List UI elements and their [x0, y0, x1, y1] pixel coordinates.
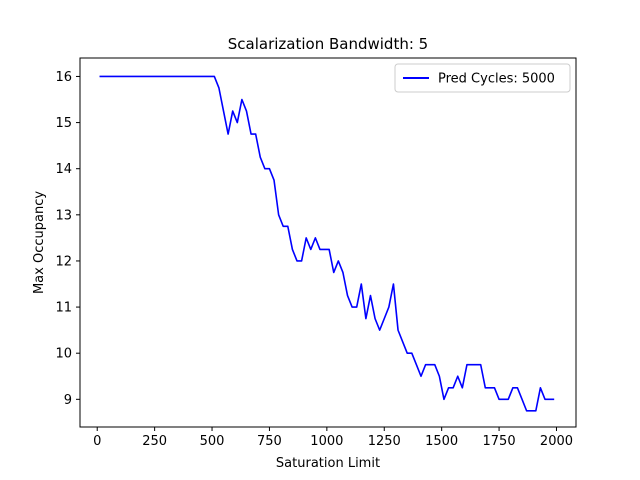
legend-box	[394, 63, 571, 93]
plot-area	[79, 57, 577, 428]
y-tick-label: 15	[55, 116, 72, 131]
y-tick-label: 13	[55, 208, 72, 223]
y-tick-label: 10	[55, 347, 72, 362]
y-tick-label: 16	[55, 70, 72, 85]
y-tick-label: 14	[55, 162, 72, 177]
y-axis-label: Max Occupancy	[32, 191, 47, 294]
legend-label: Pred Cycles: 5000	[438, 72, 555, 87]
y-tick-label: 11	[55, 301, 72, 316]
y-tick-label: 9	[64, 393, 72, 408]
x-tick-label: 250	[142, 434, 167, 449]
x-tick-label: 1500	[425, 434, 458, 449]
legend: Pred Cycles: 5000	[394, 63, 571, 93]
axes-frame	[79, 57, 577, 428]
chart-title: Scalarization Bandwidth: 5	[228, 35, 428, 53]
y-axis-ticks: 9 10 11 12 13 14 15 16	[55, 70, 80, 408]
x-tick-label: 0	[93, 434, 101, 449]
series-line-0	[99, 75, 555, 412]
x-tick-label: 500	[200, 434, 225, 449]
x-tick-label: 750	[257, 434, 282, 449]
x-axis-label: Saturation Limit	[276, 456, 380, 471]
y-tick-label: 12	[55, 254, 72, 269]
x-tick-label: 1250	[368, 434, 401, 449]
x-tick-label: 1000	[310, 434, 343, 449]
series-lines	[99, 75, 555, 412]
x-tick-label: 2000	[540, 434, 573, 449]
x-tick-label: 1750	[483, 434, 516, 449]
x-axis-ticks: 0 250 500 750 1000 1250 1500 1750 2000	[93, 427, 573, 449]
